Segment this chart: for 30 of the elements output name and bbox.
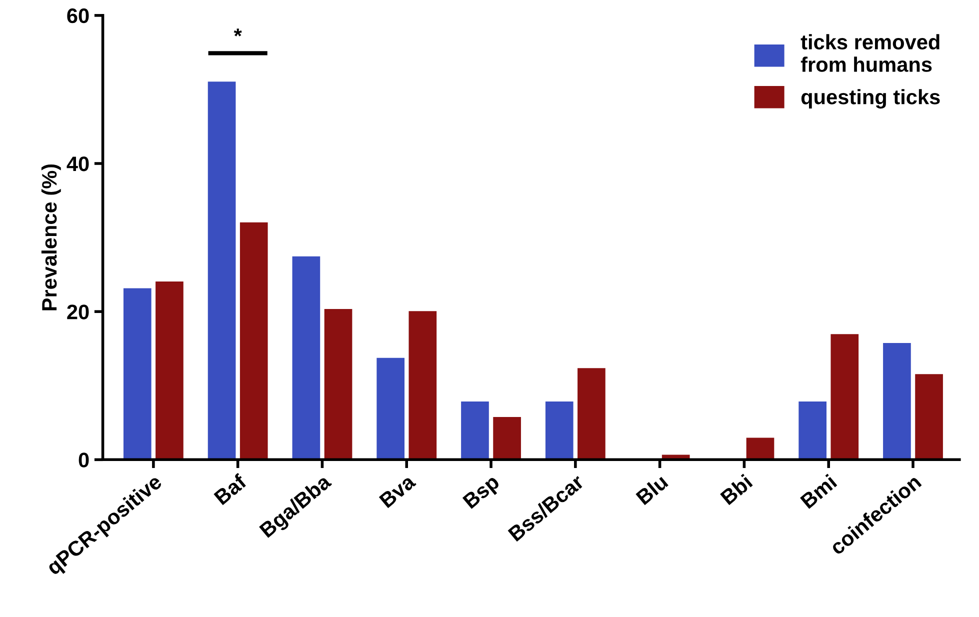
bar bbox=[156, 282, 184, 460]
bar bbox=[240, 222, 268, 460]
y-axis-title: Prevalence (%) bbox=[41, 164, 61, 310]
bar bbox=[461, 401, 489, 460]
y-tick-label: 20 bbox=[67, 304, 89, 320]
bar bbox=[408, 311, 437, 460]
bar bbox=[746, 438, 774, 460]
bar bbox=[493, 417, 521, 460]
y-tick-label: 60 bbox=[67, 8, 89, 24]
y-tick-label: 0 bbox=[78, 452, 89, 468]
legend-label: ticks removed from humans bbox=[800, 34, 940, 72]
bar bbox=[915, 374, 943, 460]
bar bbox=[578, 368, 606, 460]
x-tick-label: Baf bbox=[213, 472, 248, 506]
bar bbox=[798, 401, 826, 460]
x-tick-label: Bsp bbox=[462, 474, 503, 512]
bar bbox=[883, 343, 911, 460]
x-tick-label: Bva bbox=[378, 473, 417, 508]
bar bbox=[830, 334, 859, 460]
x-tick-label: Blu bbox=[635, 474, 669, 506]
bar bbox=[545, 401, 574, 460]
y-tick-label: 40 bbox=[66, 156, 89, 172]
x-tick-label: Bbi bbox=[720, 474, 753, 506]
bar bbox=[208, 82, 236, 460]
annotation: * bbox=[234, 28, 242, 36]
bar bbox=[123, 288, 152, 460]
bar bbox=[292, 256, 320, 460]
legend-label: questing ticks bbox=[801, 89, 940, 109]
bar bbox=[376, 358, 405, 460]
bar bbox=[324, 308, 352, 460]
